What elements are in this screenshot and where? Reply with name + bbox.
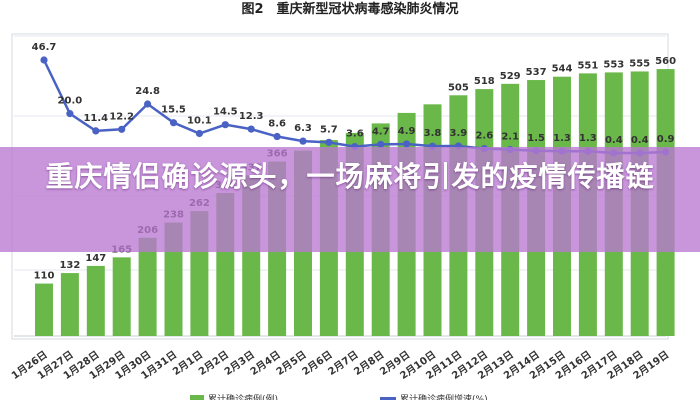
- line-point-4: [144, 100, 152, 108]
- line-label-21: 1.3: [579, 133, 597, 144]
- bar-label-2: 147: [85, 253, 106, 264]
- line-label-14: 4.9: [398, 126, 416, 137]
- line-label-17: 2.6: [475, 131, 493, 142]
- line-point-1: [66, 110, 74, 118]
- line-point-10: [299, 137, 307, 145]
- bar-label-0: 110: [34, 271, 55, 282]
- line-labels: 46.7 20.011.4 12.2 24.815.510.114.5 12.3 8.6 6…: [32, 42, 675, 146]
- bar-label-19: 537: [526, 67, 547, 78]
- line-label-5: 15.5: [161, 105, 186, 116]
- bar-0: [35, 283, 53, 336]
- line-label-15: 3.8: [424, 128, 442, 139]
- bar-label-18: 529: [500, 71, 521, 82]
- bar-2: [86, 265, 105, 336]
- bar-label-24: 560: [655, 56, 676, 67]
- line-point-11: [325, 138, 333, 146]
- line-label-13: 4.7: [372, 126, 390, 137]
- line-point-8: [247, 125, 255, 133]
- line-point-5: [169, 119, 178, 127]
- line-label-6: 10.1: [187, 116, 212, 127]
- bar-label-16: 505: [448, 82, 469, 93]
- line-point-14: [403, 140, 411, 148]
- bar-label-21: 551: [577, 60, 598, 71]
- bar-label-22: 553: [603, 59, 624, 70]
- line-label-2: 11.4: [83, 113, 108, 124]
- line-point-6: [195, 129, 203, 138]
- legend-swatch-line: [380, 397, 396, 400]
- bar-label-1: 132: [59, 260, 80, 271]
- line-label-10: 6.3: [294, 123, 312, 134]
- legend-item-line: 累计确诊病例增速(%): [380, 392, 488, 400]
- legend-label-line: 累计确诊病例增速(%): [400, 395, 488, 400]
- bar-label-23: 555: [629, 58, 650, 69]
- bar-4: [138, 237, 157, 336]
- line-label-8: 12.3: [239, 111, 264, 122]
- figure-title: 图2 重庆新型冠状病毒感染肺炎情况: [241, 2, 459, 17]
- line-label-18: 2.1: [501, 132, 519, 143]
- bar-label-17: 518: [474, 76, 495, 87]
- line-point-13: [377, 140, 385, 148]
- line-label-16: 3.9: [450, 128, 468, 139]
- headline-banner: 重庆情侣确诊源头，一场麻将引发的疫情传播链: [0, 147, 700, 252]
- line-label-0: 46.7: [32, 42, 57, 53]
- line-label-24: 0.9: [657, 134, 675, 145]
- line-label-9: 8.6: [268, 119, 286, 130]
- line-label-19: 1.5: [527, 133, 545, 144]
- line-point-2: [92, 127, 100, 135]
- legend-label-bar: 累计确诊病例(例): [208, 395, 279, 400]
- line-point-0: [40, 56, 48, 64]
- line-label-3: 12.2: [109, 111, 134, 122]
- line-label-12: 3.6: [346, 129, 364, 140]
- line-point-9: [273, 132, 281, 141]
- line-label-11: 5.7: [320, 124, 338, 135]
- line-label-4: 24.8: [135, 86, 160, 97]
- headline-text: 重庆情侣确诊源头，一场麻将引发的疫情传播链: [45, 160, 655, 193]
- legend-item-bar: 累计确诊病例(例): [190, 392, 278, 400]
- line-point-3: [118, 125, 126, 133]
- x-tick-labels: 1月26日1月27日1月28日1月29日1月30日1月31日2月1日2月2日2月…: [9, 349, 671, 382]
- bar-label-20: 544: [552, 64, 573, 75]
- bar-1: [60, 273, 79, 336]
- line-label-7: 14.5: [213, 107, 238, 118]
- line-label-1: 20.0: [58, 96, 83, 107]
- line-label-22: 0.4: [605, 135, 623, 146]
- line-point-7: [221, 121, 229, 129]
- legend-swatch-bar: [190, 395, 204, 400]
- bar-3: [112, 257, 131, 336]
- legend: 累计确诊病例(例) 累计确诊病例增速(%): [0, 392, 700, 400]
- line-label-23: 0.4: [631, 135, 649, 146]
- line-label-20: 1.3: [553, 133, 571, 144]
